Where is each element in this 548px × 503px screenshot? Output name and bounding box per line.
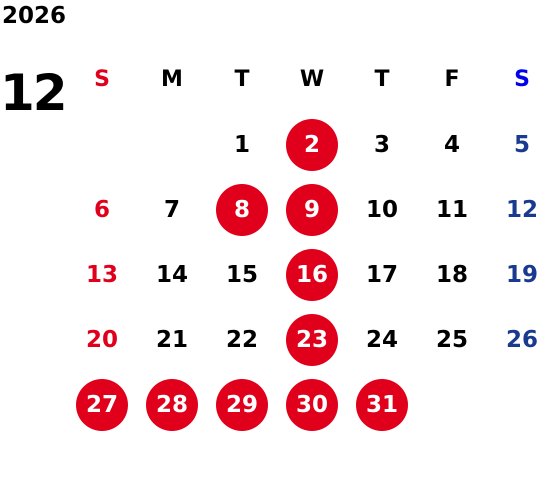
day-number: 18 <box>435 261 468 288</box>
day-cell-13: 13 <box>67 242 137 307</box>
day-cell-17: 17 <box>347 242 417 307</box>
day-number: 15 <box>225 261 258 288</box>
empty-day-cell <box>417 372 487 437</box>
day-cell-10: 10 <box>347 177 417 242</box>
holiday-day-number: 28 <box>146 378 198 431</box>
holiday-day-number: 9 <box>286 183 338 236</box>
day-number: 21 <box>155 326 188 353</box>
day-cell-22: 22 <box>207 307 277 372</box>
day-cell-12: 12 <box>487 177 548 242</box>
day-cell-19: 19 <box>487 242 548 307</box>
day-number: 17 <box>365 261 398 288</box>
year-label: 2026 <box>2 3 67 29</box>
day-cell-8: 8 <box>207 177 277 242</box>
month-number: 12 <box>0 64 68 122</box>
day-cell-25: 25 <box>417 307 487 372</box>
day-number: 22 <box>225 326 258 353</box>
holiday-day-number: 27 <box>76 378 128 431</box>
day-number: 6 <box>93 196 110 223</box>
weekday-header-saturday: S <box>514 67 530 92</box>
day-cell-2: 2 <box>277 112 347 177</box>
weekday-header-tuesday: T <box>234 67 250 92</box>
day-cell-31: 31 <box>347 372 417 437</box>
day-cell-29: 29 <box>207 372 277 437</box>
day-number: 1 <box>233 131 250 158</box>
day-cell-27: 27 <box>67 372 137 437</box>
calendar-grid: S M T W T F S 1 2 3 4 5 6 7 8 9 10 11 12 13 14 15 16 17 1… <box>67 47 548 437</box>
day-cell-15: 15 <box>207 242 277 307</box>
day-cell-28: 28 <box>137 372 207 437</box>
day-number: 12 <box>505 196 538 223</box>
day-cell-1: 1 <box>207 112 277 177</box>
holiday-day-number: 2 <box>286 118 338 171</box>
holiday-day-number: 29 <box>216 378 268 431</box>
day-number: 14 <box>155 261 188 288</box>
day-cell-4: 4 <box>417 112 487 177</box>
weekday-header-wednesday: W <box>299 67 325 92</box>
holiday-day-number: 8 <box>216 183 268 236</box>
holiday-day-number: 16 <box>286 248 338 301</box>
weekday-header-monday: M <box>161 67 183 92</box>
day-number: 25 <box>435 326 468 353</box>
day-cell-24: 24 <box>347 307 417 372</box>
holiday-day-number: 23 <box>286 313 338 366</box>
day-number: 19 <box>505 261 538 288</box>
empty-day-cell <box>67 112 137 177</box>
day-number: 13 <box>85 261 118 288</box>
day-cell-21: 21 <box>137 307 207 372</box>
empty-day-cell <box>137 112 207 177</box>
day-cell-30: 30 <box>277 372 347 437</box>
empty-day-cell <box>487 372 548 437</box>
weekday-header-thursday: T <box>374 67 390 92</box>
day-cell-14: 14 <box>137 242 207 307</box>
day-cell-18: 18 <box>417 242 487 307</box>
day-cell-9: 9 <box>277 177 347 242</box>
day-number: 7 <box>163 196 180 223</box>
day-number: 20 <box>85 326 118 353</box>
day-cell-5: 5 <box>487 112 548 177</box>
holiday-day-number: 31 <box>356 378 408 431</box>
day-number: 3 <box>373 131 390 158</box>
day-cell-16: 16 <box>277 242 347 307</box>
day-number: 26 <box>505 326 538 353</box>
day-cell-26: 26 <box>487 307 548 372</box>
day-cell-20: 20 <box>67 307 137 372</box>
weekday-header-sunday: S <box>94 67 110 92</box>
day-number: 24 <box>365 326 398 353</box>
day-cell-6: 6 <box>67 177 137 242</box>
day-number: 4 <box>443 131 460 158</box>
day-cell-3: 3 <box>347 112 417 177</box>
day-cell-7: 7 <box>137 177 207 242</box>
day-number: 11 <box>435 196 468 223</box>
day-number: 5 <box>513 131 530 158</box>
day-cell-23: 23 <box>277 307 347 372</box>
holiday-day-number: 30 <box>286 378 338 431</box>
weekday-header-friday: F <box>444 67 460 92</box>
day-cell-11: 11 <box>417 177 487 242</box>
day-number: 10 <box>365 196 398 223</box>
